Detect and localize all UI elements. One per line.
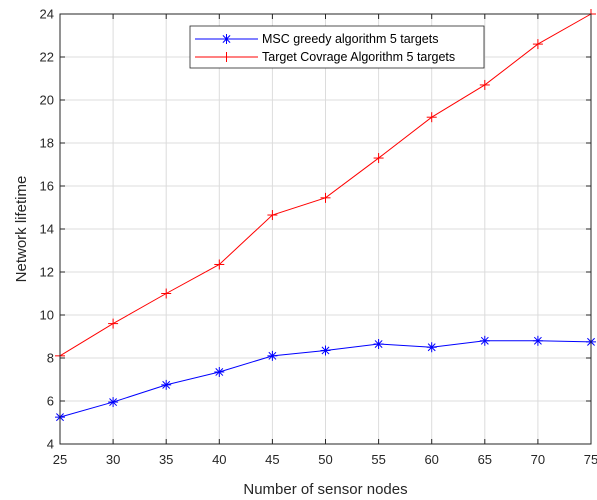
data-point bbox=[426, 112, 437, 123]
data-point bbox=[373, 153, 384, 164]
data-point bbox=[161, 288, 172, 299]
series-layer bbox=[55, 9, 596, 423]
legend-entry-target-coverage: Target Covrage Algorithm 5 targets bbox=[195, 50, 455, 64]
data-point bbox=[108, 397, 119, 408]
x-tick-label: 25 bbox=[53, 452, 67, 467]
x-axis-label: Number of sensor nodes bbox=[243, 481, 407, 498]
y-tick-label: 16 bbox=[40, 179, 54, 194]
tick-labels: 25 30 35 40 45 50 55 60 65 70 75 4 6 8 10 12 14 16 18 20 22 2… bbox=[40, 7, 597, 468]
x-tick-label: 65 bbox=[478, 452, 492, 467]
y-tick-label: 4 bbox=[47, 437, 54, 452]
x-tick-label: 60 bbox=[424, 452, 438, 467]
legend-label-msc: MSC greedy algorithm 5 targets bbox=[262, 32, 438, 46]
data-point bbox=[479, 335, 490, 346]
x-tick-label: 35 bbox=[159, 452, 173, 467]
axis-ticks bbox=[59, 13, 592, 445]
x-tick-label: 70 bbox=[531, 452, 545, 467]
y-tick-label: 20 bbox=[40, 93, 54, 108]
data-point bbox=[426, 342, 437, 353]
data-point bbox=[532, 335, 543, 346]
legend-box bbox=[189, 25, 485, 69]
data-point bbox=[320, 345, 331, 356]
legend-marker-glyph bbox=[221, 52, 232, 62]
data-point bbox=[161, 379, 172, 390]
legend-entry-msc: MSC greedy algorithm 5 targets bbox=[195, 32, 438, 46]
data-point bbox=[320, 192, 331, 203]
legend-marker-glyph bbox=[221, 34, 232, 44]
data-point bbox=[532, 39, 543, 50]
y-tick-label: 24 bbox=[40, 7, 54, 22]
legend-label-target-coverage: Target Covrage Algorithm 5 targets bbox=[262, 50, 455, 64]
x-tick-label: 50 bbox=[318, 452, 332, 467]
data-point bbox=[267, 350, 278, 361]
data-point bbox=[214, 366, 225, 377]
x-tick-label: 75 bbox=[584, 452, 597, 467]
data-point bbox=[108, 318, 119, 329]
y-tick-label: 12 bbox=[40, 265, 54, 280]
y-axis-label: Network lifetime bbox=[13, 176, 30, 283]
x-tick-label: 45 bbox=[265, 452, 279, 467]
x-tick-label: 55 bbox=[371, 452, 385, 467]
x-tick-label: 40 bbox=[212, 452, 226, 467]
y-tick-label: 6 bbox=[47, 394, 54, 409]
y-tick-label: 8 bbox=[47, 351, 54, 366]
legend-marker-msc bbox=[221, 34, 232, 44]
y-tick-label: 18 bbox=[40, 136, 54, 151]
y-tick-label: 22 bbox=[40, 50, 54, 65]
y-tick-label: 14 bbox=[40, 222, 54, 237]
x-tick-label: 30 bbox=[106, 452, 120, 467]
y-tick-label: 10 bbox=[40, 308, 54, 323]
legend: MSC greedy algorithm 5 targets Target Co… bbox=[189, 25, 485, 69]
data-point bbox=[479, 79, 490, 90]
legend-marker-target-coverage bbox=[221, 52, 232, 62]
data-point bbox=[267, 210, 278, 221]
data-point bbox=[214, 259, 225, 270]
data-point bbox=[373, 339, 384, 350]
